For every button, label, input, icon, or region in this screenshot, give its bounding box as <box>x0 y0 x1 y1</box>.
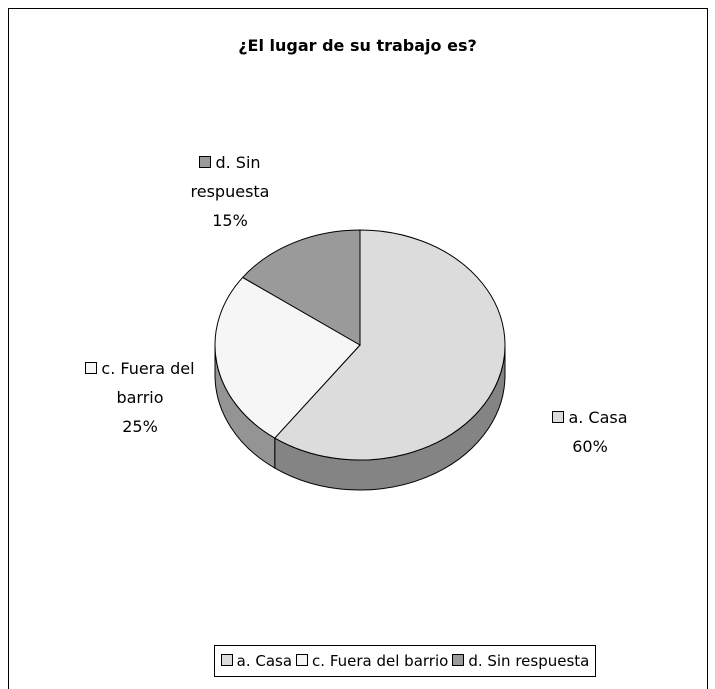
value-label: 25% <box>122 417 158 436</box>
legend-key <box>296 654 309 666</box>
legend-key <box>552 411 565 423</box>
category-label: a. Casa <box>568 408 628 427</box>
legend-entry: a. Casa <box>220 652 293 670</box>
data-label: c. Fuera del barrio 25% <box>65 354 215 441</box>
legend-key <box>220 654 233 666</box>
value-label: 60% <box>572 437 608 456</box>
category-label: d. Sin respuesta <box>190 153 270 201</box>
legend-key <box>199 156 212 168</box>
pie-slice <box>273 229 506 461</box>
data-label-name: d. Sin respuesta <box>160 148 300 206</box>
data-label-name: a. Casa <box>530 403 650 432</box>
data-label: d. Sin respuesta 15% <box>160 148 300 235</box>
pie-slice <box>241 229 361 346</box>
legend-label: a. Casa <box>236 652 293 670</box>
chart-frame <box>8 8 708 689</box>
legend-key <box>85 362 98 374</box>
legend-label: c. Fuera del barrio <box>312 652 449 670</box>
legend: a. Casa c. Fuera del barrio d. Sin respues… <box>214 645 596 677</box>
legend-entry: c. Fuera del barrio <box>296 652 448 670</box>
value-label: 15% <box>212 211 248 230</box>
legend-label: d. Sin respuesta <box>468 652 590 670</box>
chart-title: ¿El lugar de su trabajo es? <box>238 36 477 55</box>
legend-entry: d. Sin respuesta <box>452 652 589 670</box>
data-label: a. Casa 60% <box>530 403 650 461</box>
data-label-name: c. Fuera del barrio <box>65 354 215 412</box>
legend-key <box>452 654 465 666</box>
category-label: c. Fuera del barrio <box>101 359 195 407</box>
pie-slice <box>214 276 361 439</box>
